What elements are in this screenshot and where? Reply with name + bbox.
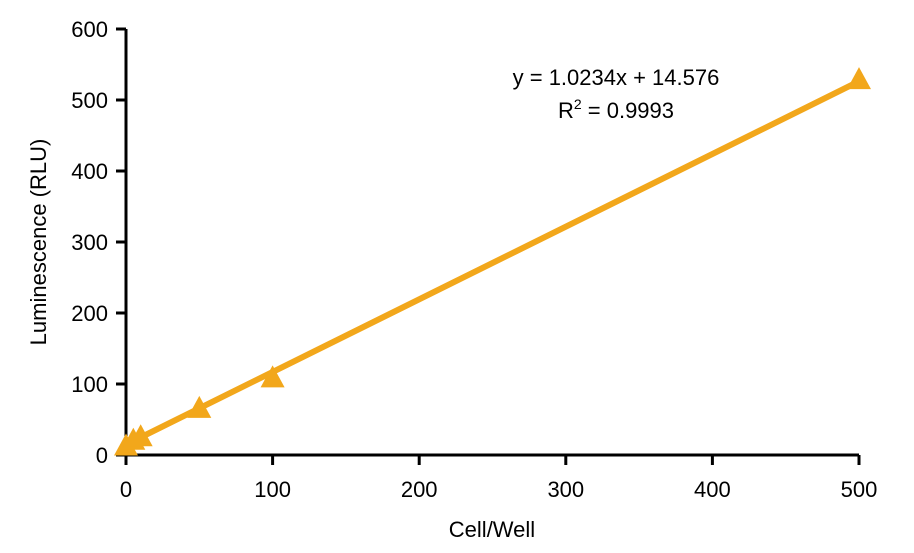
data-point bbox=[187, 395, 212, 418]
y-tick-label: 500 bbox=[71, 88, 108, 113]
data-points bbox=[114, 67, 871, 456]
y-tick-label: 0 bbox=[96, 443, 108, 468]
data-point bbox=[260, 365, 285, 388]
r2-label: R2 = 0.9993 bbox=[558, 96, 674, 123]
y-tick-label: 100 bbox=[71, 372, 108, 397]
equation-label: y = 1.0234x + 14.576 bbox=[513, 65, 720, 90]
y-axis-label: Luminescence (RLU) bbox=[26, 139, 51, 346]
y-tick-label: 300 bbox=[71, 230, 108, 255]
x-tick-label: 500 bbox=[841, 477, 878, 502]
ticks: 0 100 200 300 400 500 0 100 200 300 400 500 600 bbox=[71, 17, 877, 502]
x-tick-label: 400 bbox=[694, 477, 731, 502]
y-tick-label: 400 bbox=[71, 159, 108, 184]
x-tick-label: 0 bbox=[120, 477, 132, 502]
x-tick-label: 300 bbox=[547, 477, 584, 502]
y-tick-label: 600 bbox=[71, 17, 108, 42]
x-axis-label: Cell/Well bbox=[449, 517, 535, 542]
data-point bbox=[128, 424, 153, 447]
x-tick-label: 100 bbox=[254, 477, 291, 502]
data-point bbox=[847, 67, 871, 90]
trendline bbox=[123, 78, 862, 448]
x-tick-label: 200 bbox=[401, 477, 438, 502]
y-tick-label: 200 bbox=[71, 301, 108, 326]
